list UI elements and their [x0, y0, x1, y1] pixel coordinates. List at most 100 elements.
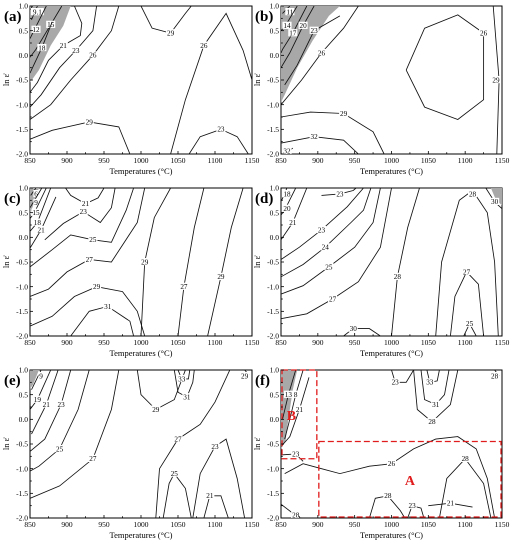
contour-label-bg	[291, 511, 301, 518]
contour-label-bg	[92, 282, 102, 290]
contour-label-bg	[291, 449, 301, 458]
contour-label-bg	[166, 29, 176, 37]
contour-label: 31	[104, 303, 112, 311]
contour-label-bg	[335, 190, 345, 198]
y-tick-label: -2.0	[267, 332, 279, 341]
x-tick-label: 1050	[171, 156, 186, 165]
contour-line	[203, 495, 229, 518]
contour-line	[30, 21, 53, 74]
y-tick-label: 1.0	[270, 184, 280, 193]
x-tick-label: 1050	[421, 156, 436, 165]
contour-label: 23	[311, 27, 319, 35]
contour-label-bg	[348, 324, 358, 332]
contour-line	[343, 328, 381, 336]
contour-label-bg	[467, 190, 478, 198]
panel: 18 20 21 23 23 24 25 27 28 30 28 27 25 30 850 900 950 100…	[252, 184, 510, 358]
x-tick-label: 850	[275, 156, 287, 165]
contour-line	[281, 6, 308, 54]
contour-line	[207, 188, 244, 336]
contour-label: 8	[294, 391, 298, 399]
y-tick-label: -1.0	[267, 464, 279, 473]
contour-line	[30, 188, 43, 208]
contour-label: 32	[283, 147, 291, 155]
y-tick-label: -0.5	[267, 258, 279, 267]
x-tick-label: 950	[98, 338, 110, 347]
contour-label: 29	[217, 273, 225, 281]
y-tick-label: -1.0	[16, 100, 28, 109]
contour-label-bg	[31, 208, 41, 216]
contour-label: 18	[34, 219, 42, 227]
contour-label: 6	[34, 190, 38, 198]
contour-label-bg	[282, 147, 292, 154]
contour-label: 18	[283, 190, 291, 198]
contour-line	[284, 15, 341, 86]
contour-label-bg	[210, 442, 220, 450]
contour-label-bg	[288, 29, 298, 37]
contour-label-bg	[32, 395, 42, 403]
contour-label: 23	[57, 401, 65, 409]
contour-label-bg	[33, 198, 39, 206]
contour-line	[30, 6, 98, 108]
region-label: B	[287, 409, 296, 424]
contour-label: 29	[152, 406, 160, 414]
instability-region	[30, 6, 71, 83]
contour-label: 11	[286, 8, 293, 16]
contour-line	[177, 188, 205, 336]
contour-label: 20	[283, 205, 291, 213]
contour-line	[391, 188, 420, 336]
contour-label: 28	[428, 418, 436, 426]
contour-label: 28	[462, 455, 470, 463]
contour-line	[281, 188, 372, 278]
y-tick-label: -1.0	[16, 464, 28, 473]
contour-label: 23	[72, 47, 80, 55]
x-tick-label: 1150	[495, 520, 510, 529]
x-tick-label: 1000	[134, 338, 149, 347]
x-tick-label: 1100	[208, 156, 223, 165]
contour-label: 21	[296, 406, 304, 414]
contour-label: 29	[86, 118, 94, 126]
contour-label: 13	[285, 391, 293, 399]
contour-label-bg	[427, 417, 437, 425]
contour-label: 9	[39, 372, 43, 380]
y-tick-label: -1.5	[267, 307, 279, 316]
contour-label-bg	[140, 258, 150, 266]
contour-label: 24	[322, 244, 330, 252]
contour-label: 27	[86, 256, 94, 264]
contour-label-bg	[199, 41, 209, 49]
contour-label-bg	[282, 190, 292, 198]
contour-label-bg	[205, 491, 215, 499]
contour-label-bg	[320, 243, 330, 251]
contour-label-bg	[216, 272, 226, 280]
contour-label: 25	[56, 445, 64, 453]
x-axis-label: Temperatures (°C)	[110, 530, 173, 540]
y-tick-label: 1.0	[270, 2, 280, 11]
y-tick-label: -1.0	[267, 282, 279, 291]
y-tick-label: 0.0	[270, 233, 280, 242]
contour-line	[170, 12, 252, 154]
y-tick-label: 1.0	[19, 366, 29, 375]
y-tick-label: 1.0	[19, 184, 29, 193]
contour-label-bg	[462, 267, 472, 276]
instability-region	[30, 188, 39, 216]
contour-line	[30, 6, 63, 58]
y-tick-label: -2.0	[16, 514, 28, 523]
panel-label: (d)	[255, 191, 273, 207]
x-axis-label: Temperatures (°C)	[360, 166, 423, 176]
y-tick-label: -1.5	[16, 125, 28, 134]
contour-label: 26	[480, 30, 488, 38]
contour-label-bg	[324, 262, 334, 271]
contour-label-bg	[103, 302, 113, 310]
contour-line	[281, 188, 392, 320]
x-tick-label: 1150	[495, 156, 510, 165]
contour-label-bg	[392, 272, 402, 280]
y-tick-label: 0.5	[19, 208, 29, 217]
contour-label-bg	[71, 46, 81, 54]
contour-label-bg	[84, 255, 94, 263]
contour-label-bg	[390, 378, 400, 386]
x-tick-label: 900	[312, 520, 324, 529]
contour-label: 26	[318, 49, 326, 57]
x-tick-label: 900	[61, 338, 73, 347]
contour-label-bg	[58, 41, 68, 49]
x-tick-label: 950	[98, 156, 110, 165]
